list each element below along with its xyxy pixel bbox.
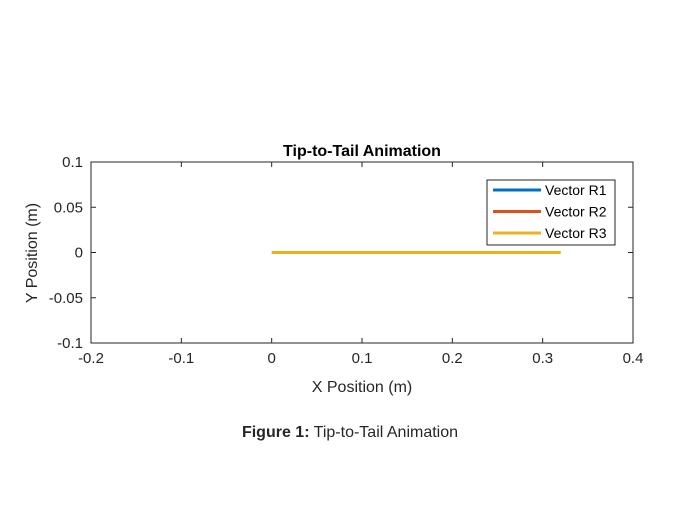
legend-label: Vector R1 [545,182,607,198]
x-tick-label: 0 [267,350,275,367]
legend-label: Vector R2 [545,204,607,220]
x-tick-label: 0.4 [623,350,644,367]
x-tick-label: 0.1 [352,350,373,367]
x-tick-label: -0.1 [168,350,194,367]
y-tick-label: -0.1 [57,335,83,352]
y-tick-label: 0.1 [62,154,83,171]
caption-text: Tip-to-Tail Animation [313,424,459,441]
x-tick-label: 0.2 [442,350,463,367]
chart-title: Tip-to-Tail Animation [283,143,441,160]
x-tick-label: 0.3 [532,350,553,367]
plot-frame [90,161,634,344]
x-tick-label: -0.2 [78,350,104,367]
x-axis-label: X Position (m) [312,379,412,396]
legend: Vector R1 Vector R2 Vector R3 [486,179,616,246]
y-axis-label: Y Position (m) [24,203,41,303]
y-tick-label: 0.05 [54,199,83,216]
legend-label: Vector R3 [545,225,607,241]
figure-caption: Figure 1: Tip-to-Tail Animation [0,424,700,442]
caption-label: Figure 1: [241,424,310,441]
y-tick-label: 0 [75,245,83,262]
y-tick-label: -0.05 [49,290,83,307]
